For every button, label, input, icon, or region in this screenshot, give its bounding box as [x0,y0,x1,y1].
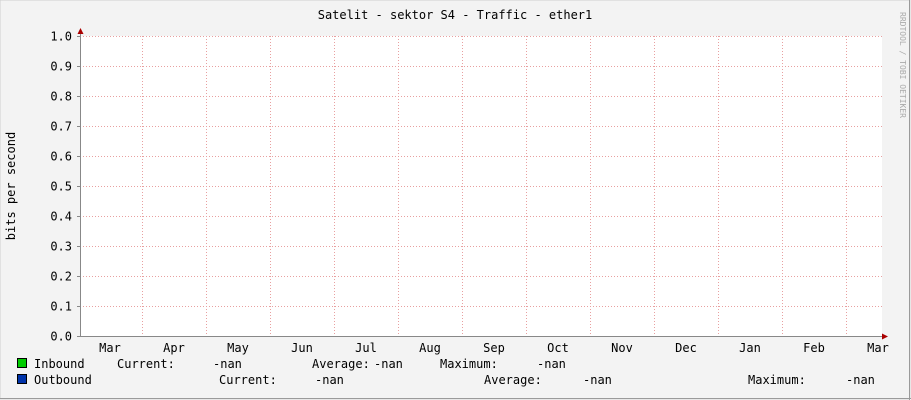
y-tick-label: 0.3 [50,240,72,254]
watermark: RRDTOOL / TOBI OETIKER [898,12,907,118]
x-tick-label: Sep [483,341,505,355]
legend-swatch [17,358,27,368]
y-axis-arrow [77,28,84,34]
y-tick-label: 0.7 [50,120,72,134]
x-tick-label: Mar [99,341,121,355]
x-tick-label: May [227,341,249,355]
legend-stat-label: Maximum: [748,373,806,387]
legend-stat-label: Average: [312,357,370,371]
y-tick-label: 0.2 [50,270,72,284]
legend-stat-value: -nan [315,373,344,387]
plot-area [80,36,882,336]
x-tick-label: Apr [163,341,185,355]
legend-swatch [17,374,27,384]
y-tick-label: 1.0 [50,30,72,44]
legend-stat-label: Average: [484,373,542,387]
x-tick-label: Aug [419,341,441,355]
y-tick-label: 0.1 [50,300,72,314]
y-axis-label: bits per second [4,132,18,240]
legend-stat-value: -nan [213,357,242,371]
y-tick-label: 0.5 [50,180,72,194]
y-tick-label: 0.6 [50,150,72,164]
legend-stat-label: Current: [219,373,277,387]
x-tick-label: Nov [611,341,633,355]
y-tick-label: 0.4 [50,210,72,224]
legend-stat-value: -nan [537,357,566,371]
legend-label: Inbound [34,357,85,371]
x-axis-arrow [882,333,888,340]
legend-stat-value: -nan [583,373,612,387]
x-tick-label: Jan [739,341,761,355]
x-tick-label: Jun [291,341,313,355]
legend-stat-label: Current: [117,357,175,371]
x-tick-label: Feb [803,341,825,355]
x-tick-label: Jul [355,341,377,355]
legend-stat-value: -nan [846,373,875,387]
y-tick-label: 0.8 [50,90,72,104]
x-tick-label: Mar [867,341,889,355]
x-tick-label: Dec [675,341,697,355]
legend-label: Outbound [34,373,92,387]
chart-title: Satelit - sektor S4 - Traffic - ether1 [318,8,593,22]
legend-stat-label: Maximum: [440,357,498,371]
legend-stat-value: -nan [374,357,403,371]
y-tick-label: 0.9 [50,60,72,74]
y-tick-label: 0.0 [50,330,72,344]
x-tick-label: Oct [547,341,569,355]
